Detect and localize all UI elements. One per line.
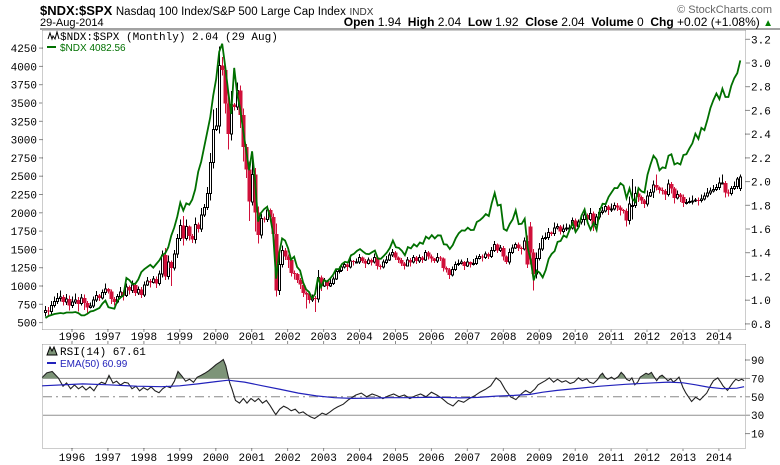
svg-text:2011: 2011	[598, 332, 625, 344]
svg-text:2010: 2010	[562, 453, 588, 465]
svg-text:1.4: 1.4	[751, 249, 771, 261]
svg-text:2.8: 2.8	[751, 83, 771, 95]
svg-text:2014: 2014	[706, 453, 733, 465]
svg-text:2005: 2005	[382, 332, 408, 344]
svg-text:2003: 2003	[310, 332, 336, 344]
svg-text:3000: 3000	[11, 136, 37, 148]
svg-text:2003: 2003	[310, 453, 336, 465]
svg-text:2001: 2001	[238, 453, 265, 465]
svg-text:4250: 4250	[11, 44, 37, 56]
svg-text:3.0: 3.0	[751, 59, 771, 71]
svg-text:0.8: 0.8	[751, 320, 771, 332]
svg-text:1996: 1996	[59, 332, 85, 344]
svg-text:$NDX:$SPX (Monthly) 2.04 (29 A: $NDX:$SPX (Monthly) 2.04 (29 Aug)	[60, 32, 278, 44]
svg-text:2013: 2013	[670, 332, 696, 344]
svg-text:1997: 1997	[95, 453, 121, 465]
svg-text:2750: 2750	[11, 154, 37, 166]
svg-text:RSI(14) 67.61: RSI(14) 67.61	[60, 347, 146, 359]
svg-text:1750: 1750	[11, 227, 37, 239]
svg-text:2002: 2002	[274, 453, 300, 465]
svg-text:2013: 2013	[670, 453, 696, 465]
svg-text:$NDX 4082.56: $NDX 4082.56	[60, 43, 126, 54]
svg-text:1999: 1999	[167, 332, 193, 344]
svg-text:3250: 3250	[11, 117, 37, 129]
svg-text:1997: 1997	[95, 332, 121, 344]
svg-text:2.0: 2.0	[751, 178, 771, 190]
svg-text:70: 70	[751, 374, 764, 386]
svg-text:3500: 3500	[11, 99, 37, 111]
svg-text:2007: 2007	[454, 453, 480, 465]
svg-text:750: 750	[17, 300, 37, 312]
svg-text:2006: 2006	[418, 332, 444, 344]
svg-text:1.6: 1.6	[751, 225, 771, 237]
svg-text:500: 500	[17, 319, 37, 331]
svg-text:4000: 4000	[11, 62, 37, 74]
svg-text:2009: 2009	[526, 453, 552, 465]
svg-text:2012: 2012	[634, 332, 660, 344]
svg-text:1998: 1998	[131, 453, 157, 465]
svg-text:EMA(50) 60.99: EMA(50) 60.99	[60, 359, 128, 370]
svg-text:2014: 2014	[706, 332, 733, 344]
svg-text:2011: 2011	[598, 453, 625, 465]
svg-text:2.2: 2.2	[751, 154, 771, 166]
svg-text:1.8: 1.8	[751, 201, 771, 213]
svg-text:2006: 2006	[418, 453, 444, 465]
svg-text:2000: 2000	[203, 453, 229, 465]
svg-text:2.6: 2.6	[751, 106, 771, 118]
svg-text:2008: 2008	[490, 453, 516, 465]
svg-text:2002: 2002	[274, 332, 300, 344]
svg-text:2008: 2008	[490, 332, 516, 344]
svg-text:1.2: 1.2	[751, 273, 771, 285]
svg-text:2500: 2500	[11, 172, 37, 184]
svg-text:2007: 2007	[454, 332, 480, 344]
svg-text:2000: 2000	[203, 332, 229, 344]
svg-text:30: 30	[751, 411, 764, 423]
svg-text:90: 90	[751, 356, 764, 368]
svg-text:10: 10	[751, 430, 764, 442]
svg-text:1996: 1996	[59, 453, 85, 465]
svg-text:3.2: 3.2	[751, 35, 771, 47]
svg-text:1250: 1250	[11, 264, 37, 276]
svg-text:1998: 1998	[131, 332, 157, 344]
svg-text:2001: 2001	[238, 332, 265, 344]
svg-text:2012: 2012	[634, 453, 660, 465]
svg-text:2000: 2000	[11, 209, 37, 221]
svg-text:1500: 1500	[11, 245, 37, 257]
svg-text:50: 50	[751, 393, 764, 405]
svg-text:2.4: 2.4	[751, 130, 771, 142]
svg-text:1.0: 1.0	[751, 296, 771, 308]
svg-text:2004: 2004	[346, 332, 373, 344]
svg-text:1000: 1000	[11, 282, 37, 294]
svg-text:2009: 2009	[526, 332, 552, 344]
svg-text:3750: 3750	[11, 81, 37, 93]
svg-text:1999: 1999	[167, 453, 193, 465]
svg-text:2010: 2010	[562, 332, 588, 344]
svg-text:2004: 2004	[346, 453, 373, 465]
svg-text:2250: 2250	[11, 191, 37, 203]
svg-text:2005: 2005	[382, 453, 408, 465]
